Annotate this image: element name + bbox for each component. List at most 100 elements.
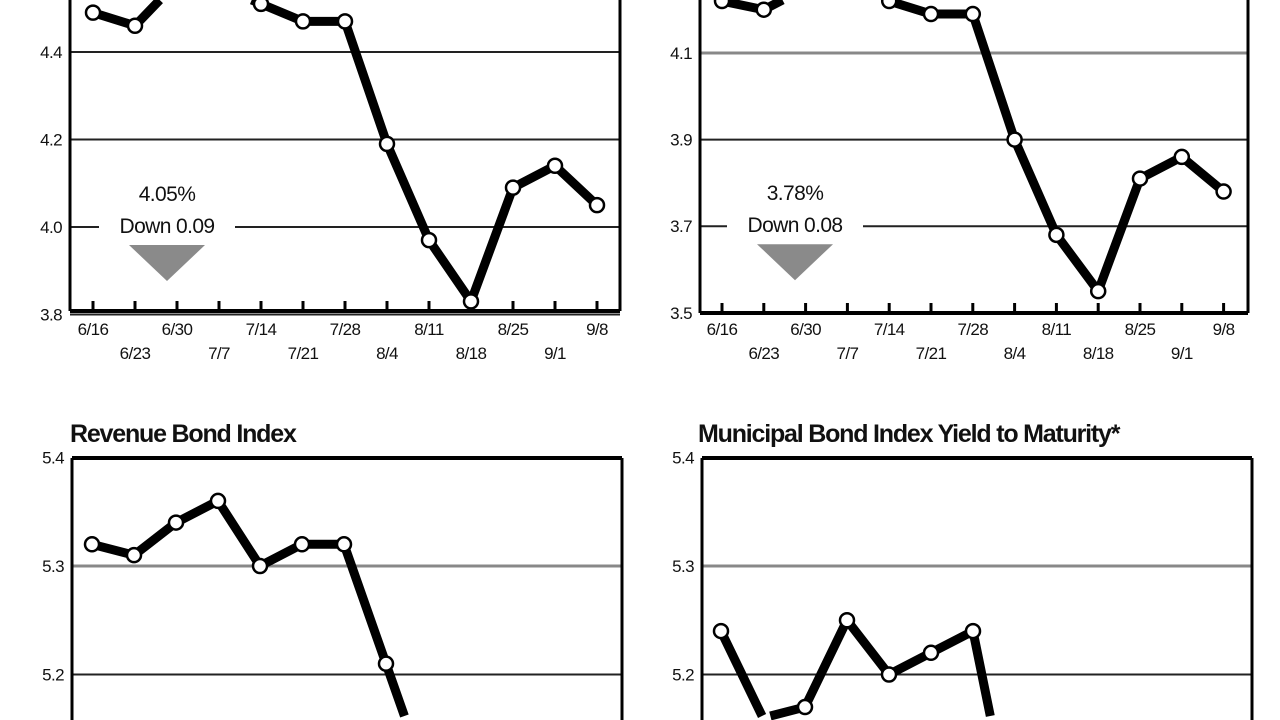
x-tick-label: 8/11 [414,320,444,339]
series [83,492,409,718]
data-point [713,0,731,10]
y-tick-label: 3.8 [40,306,62,325]
y-tick-label: 3.9 [670,131,692,150]
data-point [252,0,270,13]
data-point [1131,170,1149,187]
data-point [209,492,227,510]
x-tick-label: 7/21 [916,344,947,363]
data-point [126,17,144,34]
x-tick-label: 9/1 [544,344,566,363]
x-tick-label: 8/25 [498,320,529,339]
y-tick-label: 5.4 [42,449,64,468]
x-tick-label: 9/8 [1213,320,1235,339]
callout-backdrop [727,210,863,237]
data-point [1215,183,1232,200]
x-tick-label: 8/4 [1004,344,1026,363]
data-point [294,13,312,30]
data-point [167,514,185,531]
data-point [922,5,940,23]
x-tick-label: 9/1 [1171,344,1193,363]
y-tick-label: 3.7 [670,217,692,236]
callout-value: 3.78% [767,182,824,205]
y-tick-label: 4.0 [40,218,62,237]
x-tick-label: 6/23 [748,344,779,363]
y-tick-label: 3.5 [670,304,692,323]
series [713,0,1232,300]
x-tick-label: 6/16 [707,320,738,339]
y-tick-label: 5.3 [672,557,694,576]
data-point [1048,226,1065,244]
data-point [420,231,438,249]
x-tick-label: 8/11 [1042,320,1072,339]
data-point [964,5,982,23]
y-tick-label: 5.2 [42,666,64,685]
y-tick-label: 5.2 [672,666,694,685]
chart-title: Revenue Bond Index [70,420,297,448]
data-point [293,536,311,553]
data-point [125,546,143,564]
chart-0: 4.4 4.2 4.0 3.8 6/16 6/23 6/30 7/7 7/14 7/21 7/28 8… [40,0,622,363]
callout-change: Down 0.08 [748,214,843,237]
chart-2: Revenue Bond Index 5.4 5.3 5.2 [42,420,624,720]
data-point [1006,131,1023,148]
x-tick-label: 8/18 [456,344,487,363]
data-point [588,196,606,214]
data-point [251,557,269,575]
series-line [721,0,785,15]
y-tick-label: 5.3 [42,557,64,576]
series-line [716,629,767,718]
series-line [249,0,601,306]
data-point [796,698,814,716]
x-tick-label: 6/30 [790,320,821,339]
x-tick-label: 7/14 [246,320,277,339]
data-point [838,612,856,629]
callout-change: Down 0.09 [120,215,215,238]
data-point [1089,282,1107,300]
chart-1: 4.1 3.9 3.7 3.5 6/16 6/23 6/30 7/7 7/14 7/21 7/28 8… [670,0,1250,363]
series-line [90,496,409,718]
callout-value: 4.05% [139,183,196,206]
data-point [922,644,940,662]
down-arrow-icon [757,244,833,281]
y-tick-label: 4.1 [670,44,692,63]
x-tick-label: 8/4 [376,344,398,363]
data-point [755,1,773,18]
x-tick-label: 9/8 [586,320,608,339]
data-point [546,157,564,174]
data-point [377,655,395,672]
data-point [712,622,730,640]
x-tick-label: 6/23 [120,344,151,363]
data-point [1173,148,1191,166]
data-point [880,0,898,10]
x-tick-label: 7/7 [836,344,858,363]
callout-backdrop [99,211,235,237]
data-point [336,13,354,30]
data-point [378,135,396,153]
chart-3: Municipal Bond Index Yield to Maturity*5… [672,420,1254,720]
chart-title: Municipal Bond Index Yield to Maturity* [698,420,1121,448]
x-tick-label: 7/28 [330,320,361,339]
x-tick-label: 7/21 [288,344,319,363]
x-tick-label: 7/14 [874,320,905,339]
data-point [964,622,982,640]
series [84,0,606,310]
x-tick-label: 7/7 [208,344,230,363]
y-tick-label: 5.4 [672,449,694,468]
data-point [880,666,898,683]
series [712,612,995,720]
data-point [504,179,522,196]
series-line [91,0,163,31]
x-tick-label: 8/25 [1125,320,1156,339]
data-point [335,536,353,553]
x-tick-label: 6/16 [78,320,109,339]
series-line [884,0,1227,296]
data-point [83,536,101,553]
x-tick-label: 7/28 [957,320,988,339]
down-arrow-icon [129,245,205,281]
data-point [462,293,480,310]
y-tick-label: 4.2 [40,131,62,150]
y-tick-label: 4.4 [40,43,62,62]
x-tick-label: 6/30 [162,320,193,339]
x-tick-label: 8/18 [1083,344,1114,363]
